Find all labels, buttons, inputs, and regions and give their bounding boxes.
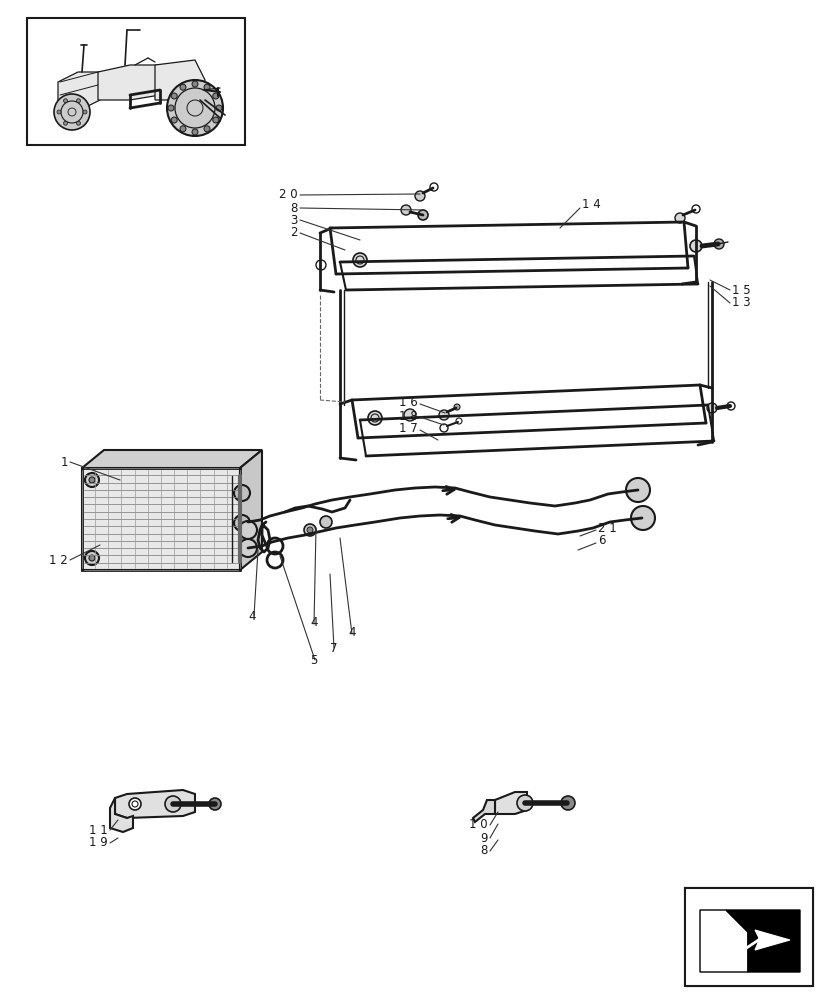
Text: 1 7: 1 7 [399, 422, 418, 434]
Circle shape [414, 191, 424, 201]
Circle shape [239, 521, 256, 539]
Circle shape [171, 93, 177, 99]
Text: 2 0: 2 0 [279, 188, 298, 202]
Circle shape [213, 93, 218, 99]
Polygon shape [110, 798, 133, 832]
Circle shape [83, 110, 87, 114]
Circle shape [307, 527, 313, 533]
Circle shape [689, 240, 701, 252]
Circle shape [400, 205, 410, 215]
Circle shape [192, 81, 198, 87]
Circle shape [319, 516, 332, 528]
Text: 4: 4 [347, 626, 355, 639]
Polygon shape [98, 65, 160, 100]
Circle shape [76, 121, 80, 125]
Text: 1 6: 1 6 [399, 396, 418, 410]
Circle shape [85, 473, 99, 487]
Polygon shape [240, 450, 261, 570]
Bar [82, 468, 240, 570]
Circle shape [674, 213, 684, 223]
Polygon shape [495, 792, 526, 814]
Circle shape [165, 796, 181, 812]
Polygon shape [115, 790, 195, 818]
Circle shape [171, 117, 177, 123]
Circle shape [706, 403, 716, 413]
Circle shape [88, 555, 95, 561]
Circle shape [64, 121, 68, 125]
Text: 1 9: 1 9 [89, 836, 108, 850]
Text: 1 0: 1 0 [469, 818, 487, 832]
Circle shape [234, 485, 250, 501]
Circle shape [203, 126, 210, 132]
Circle shape [179, 126, 186, 132]
Text: 1 8: 1 8 [399, 410, 418, 422]
Circle shape [129, 798, 141, 810]
Text: 2 1: 2 1 [597, 522, 616, 534]
Text: 1 3: 1 3 [731, 296, 750, 310]
Circle shape [625, 478, 649, 502]
Circle shape [453, 404, 460, 410]
Circle shape [304, 524, 316, 536]
Polygon shape [699, 910, 747, 972]
Text: 8: 8 [480, 844, 487, 857]
Circle shape [239, 539, 256, 557]
Bar [684, 888, 812, 986]
Circle shape [85, 551, 99, 565]
Text: 1 5: 1 5 [731, 284, 750, 296]
Text: 2: 2 [290, 227, 298, 239]
Circle shape [213, 117, 218, 123]
Polygon shape [58, 72, 100, 110]
Text: 1 2: 1 2 [49, 554, 68, 566]
Text: 5: 5 [309, 654, 317, 666]
Circle shape [179, 84, 186, 90]
Circle shape [630, 506, 654, 530]
Bar [686, 889, 812, 986]
Circle shape [516, 795, 533, 811]
Polygon shape [155, 60, 205, 100]
Circle shape [57, 110, 61, 114]
Text: 4: 4 [309, 615, 317, 629]
Circle shape [168, 105, 174, 111]
Polygon shape [725, 910, 799, 972]
Circle shape [203, 84, 210, 90]
Circle shape [561, 796, 574, 810]
Circle shape [54, 94, 90, 130]
Bar [27, 18, 245, 145]
Text: 3: 3 [290, 214, 298, 227]
Circle shape [713, 239, 723, 249]
Bar [684, 888, 812, 986]
Circle shape [367, 411, 381, 425]
Polygon shape [82, 468, 240, 570]
Text: 1: 1 [60, 456, 68, 468]
Circle shape [234, 515, 250, 531]
Polygon shape [472, 800, 495, 822]
Circle shape [88, 477, 95, 483]
Polygon shape [82, 450, 261, 468]
Text: 4: 4 [248, 609, 256, 622]
Text: 1 1: 1 1 [89, 824, 108, 836]
Circle shape [418, 210, 428, 220]
Circle shape [192, 129, 198, 135]
Circle shape [216, 105, 222, 111]
Text: 1 4: 1 4 [581, 198, 600, 212]
Circle shape [76, 99, 80, 103]
Circle shape [404, 409, 415, 421]
Polygon shape [729, 930, 789, 960]
Text: 7: 7 [330, 642, 337, 654]
Text: 6: 6 [597, 534, 605, 548]
Text: 8: 8 [290, 202, 298, 215]
Circle shape [167, 80, 222, 136]
Circle shape [64, 99, 68, 103]
Text: 9: 9 [480, 832, 487, 844]
Circle shape [438, 410, 448, 420]
Circle shape [352, 253, 366, 267]
Circle shape [208, 798, 221, 810]
